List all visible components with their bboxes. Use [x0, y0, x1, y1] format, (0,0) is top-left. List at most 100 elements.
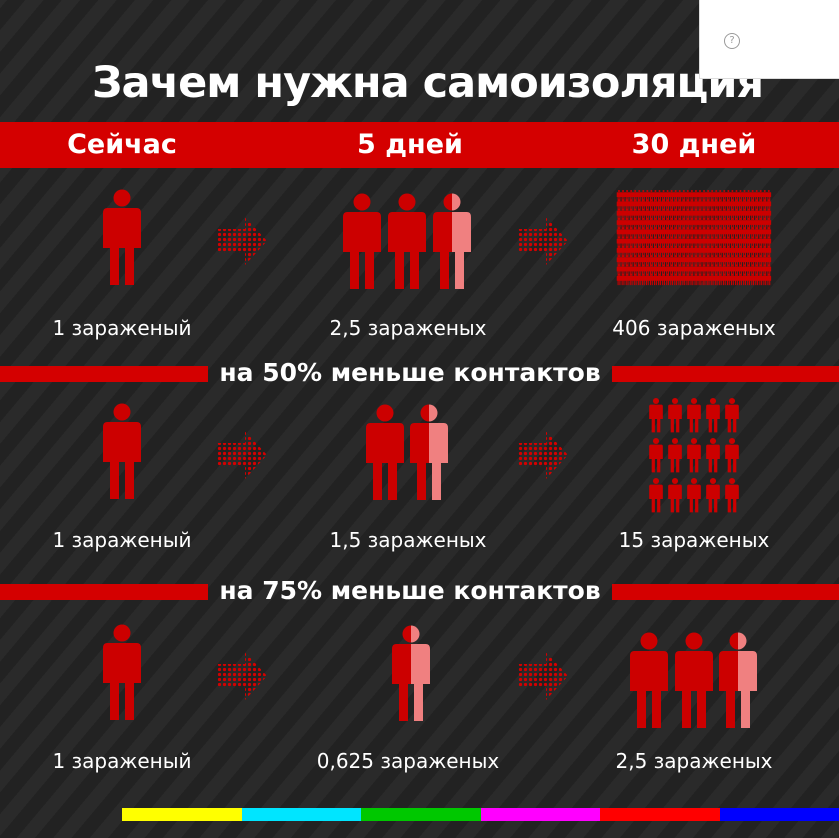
person-icon: [726, 273, 731, 286]
person-icon: [645, 273, 650, 286]
person-icon: [766, 273, 772, 286]
person-icon: [758, 273, 764, 286]
popup-panel[interactable]: ?: [699, 0, 839, 79]
column-heading-now: Сейчас: [67, 129, 177, 160]
band-left-75: [0, 584, 208, 600]
person-icon: [392, 625, 430, 721]
person-icon: [103, 624, 141, 720]
person-icon: [669, 273, 674, 286]
arrow-right-icon: [217, 431, 267, 479]
person-icon: [677, 273, 683, 286]
caption-row3-5d: 0,625 зараженых: [316, 749, 500, 773]
color-stripe-bar: [122, 808, 839, 821]
person-icon: [661, 273, 666, 286]
person-icon: [388, 193, 426, 289]
section-label-50: на 50% меньше контактов: [219, 358, 601, 387]
person-icon: [697, 273, 703, 286]
person-icon: [687, 397, 701, 433]
person-icon: [636, 273, 642, 286]
person-icon: [628, 273, 634, 286]
arrow-right-icon: [518, 431, 568, 479]
person-icon: [343, 193, 381, 289]
person-icon: [410, 404, 448, 500]
band-left-50: [0, 366, 208, 382]
person-icon: [730, 273, 735, 286]
person-icon: [742, 273, 747, 286]
person-icon: [681, 273, 687, 286]
person-icon: [649, 437, 663, 473]
person-icon: [746, 273, 751, 286]
color-stripe-0: [122, 808, 242, 821]
person-icon: [722, 273, 727, 286]
column-heading-5-days: 5 дней: [357, 129, 463, 160]
person-icon: [701, 273, 707, 286]
caption-row2-now: 1 зараженый: [52, 528, 192, 552]
person-icon: [734, 273, 739, 286]
help-icon[interactable]: ?: [724, 33, 740, 49]
person-icon: [693, 273, 699, 286]
caption-row1-now: 1 зараженый: [52, 316, 192, 340]
arrow-right-icon: [518, 217, 568, 265]
person-icon: [719, 632, 757, 728]
person-icon: [689, 273, 695, 286]
page-title: Зачем нужна самоизоляция: [92, 58, 764, 108]
person-icon: [706, 477, 720, 513]
person-icon: [649, 477, 663, 513]
person-icon: [616, 273, 622, 286]
caption-row2-5d: 1,5 зараженых: [329, 528, 487, 552]
person-icon: [632, 273, 638, 286]
person-icon: [725, 477, 739, 513]
person-icon: [685, 273, 691, 286]
person-icon: [706, 397, 720, 433]
person-icon: [366, 404, 404, 500]
person-icon: [103, 403, 141, 499]
person-icon: [624, 273, 630, 286]
color-stripe-2: [361, 808, 481, 821]
person-icon: [717, 273, 723, 286]
person-icon: [725, 437, 739, 473]
person-icon: [705, 273, 711, 286]
person-icon: [668, 477, 682, 513]
person-icon: [641, 273, 646, 286]
person-icon: [649, 273, 654, 286]
person-icon: [668, 437, 682, 473]
person-icon: [754, 273, 759, 286]
person-icon: [653, 273, 658, 286]
person-icon: [657, 273, 662, 286]
person-icon: [649, 397, 663, 433]
person-icon: [687, 437, 701, 473]
person-icon: [750, 273, 755, 286]
person-icon: [713, 273, 719, 286]
person-icon: [630, 632, 668, 728]
arrow-right-icon: [217, 217, 267, 265]
arrow-right-icon: [518, 652, 568, 700]
caption-row3-now: 1 зараженый: [52, 749, 192, 773]
person-icon: [687, 477, 701, 513]
person-icon: [706, 437, 720, 473]
header-bar: [0, 122, 839, 168]
person-icon: [433, 193, 471, 289]
caption-row1-5d: 2,5 зараженых: [329, 316, 487, 340]
color-stripe-3: [480, 808, 600, 821]
person-icon: [725, 397, 739, 433]
caption-row1-30d: 406 зараженых: [612, 316, 776, 340]
person-icon: [675, 632, 713, 728]
band-right-50: [612, 366, 839, 382]
caption-row3-30d: 2,5 зараженых: [615, 749, 773, 773]
band-right-75: [612, 584, 839, 600]
person-icon: [103, 189, 141, 285]
color-stripe-4: [600, 808, 720, 821]
color-stripe-1: [241, 808, 361, 821]
column-heading-30-days: 30 дней: [631, 129, 757, 160]
person-icon: [738, 273, 743, 286]
person-icon: [762, 273, 768, 286]
crowd-icon-grid-15: [649, 397, 739, 513]
person-icon: [709, 273, 715, 286]
section-label-75: на 75% меньше контактов: [219, 576, 601, 605]
person-icon: [665, 273, 670, 286]
arrow-right-icon: [217, 652, 267, 700]
person-icon: [668, 397, 682, 433]
person-icon: [673, 273, 678, 286]
person-icon: [620, 273, 626, 286]
